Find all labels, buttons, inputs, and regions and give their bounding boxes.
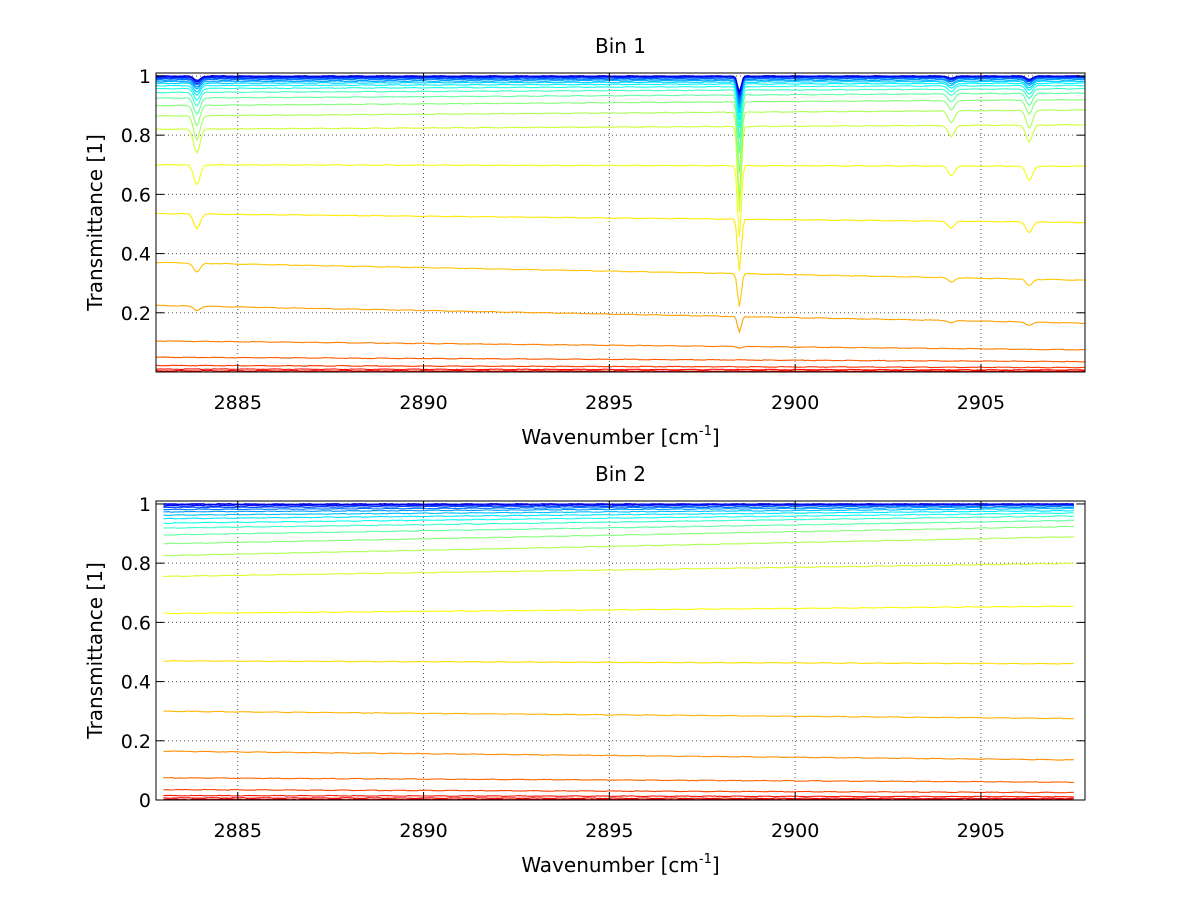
series-line: [156, 92, 1085, 154]
subplot-bin-1: Bin 1 2885 2890 2895 2900 2905 0.2 0.4 0.6 0.8 1…: [83, 34, 1086, 449]
series-line: [163, 605, 1074, 615]
x-tick-label: 2900: [771, 820, 819, 842]
x-tick-labels: 2885 2890 2895 2900 2905: [214, 392, 1006, 414]
axes-box: [155, 72, 1086, 373]
series-line: [163, 519, 1074, 536]
series-line: [156, 261, 1085, 307]
series-line: [163, 797, 1074, 800]
series-line: [156, 87, 1085, 139]
tick-marks: [156, 501, 1085, 801]
series-line: [163, 503, 1074, 505]
y-tick-labels: 0 0.2 0.4 0.6 0.8 1: [121, 494, 151, 812]
chart-title: Bin 2: [595, 462, 646, 486]
y-axis-label: Transmittance [1]: [83, 134, 107, 312]
y-axis-label: Transmittance [1]: [83, 562, 107, 740]
series-line: [163, 750, 1074, 761]
y-tick-labels: 0.2 0.4 0.6 0.8 1: [121, 66, 151, 325]
series-line: [163, 506, 1074, 513]
series-line: [156, 80, 1085, 113]
y-tick-label: 0: [139, 790, 151, 812]
series-line: [156, 123, 1085, 212]
series-line: [156, 82, 1085, 121]
series-line: [156, 368, 1085, 371]
x-axis-label: Wavenumber [cm-1]: [521, 852, 719, 877]
series-line: [163, 788, 1074, 794]
y-tick-label: 0.6: [121, 184, 151, 206]
x-tick-label: 2890: [399, 820, 447, 842]
series-line: [156, 109, 1085, 200]
y-tick-label: 0.4: [121, 672, 151, 694]
x-tick-label: 2905: [957, 820, 1005, 842]
series-line: [163, 512, 1074, 524]
y-tick-label: 0.2: [121, 731, 151, 753]
x-tick-label: 2905: [957, 392, 1005, 414]
x-tick-labels: 2885 2890 2895 2900 2905: [214, 820, 1006, 842]
series-line: [156, 75, 1085, 94]
series-line: [156, 340, 1085, 351]
series-line: [156, 98, 1085, 174]
series-line: [163, 504, 1074, 511]
series-line: [163, 507, 1074, 517]
x-tick-label: 2890: [399, 392, 447, 414]
series-line: [156, 356, 1085, 363]
series-line: [156, 163, 1085, 238]
x-axis-label: Wavenumber [cm-1]: [521, 424, 719, 449]
series-line: [163, 515, 1074, 529]
series-line: [156, 84, 1085, 128]
y-tick-label: 1: [139, 66, 151, 88]
x-tick-label: 2900: [771, 392, 819, 414]
subplot-bin-2: Bin 2 2885 2890 2895 2900 2905 0 0.2 0.4 0.6 0.8…: [83, 462, 1086, 877]
chart-title: Bin 1: [595, 34, 646, 58]
series-line: [156, 369, 1085, 372]
series-line: [163, 794, 1074, 798]
series-line: [163, 777, 1074, 784]
x-tick-label: 2885: [214, 392, 262, 414]
series-line: [163, 562, 1074, 578]
series-line: [156, 364, 1085, 369]
y-tick-label: 0.6: [121, 612, 151, 634]
series-line: [163, 660, 1074, 665]
y-tick-label: 0.8: [121, 125, 151, 147]
series-line: [156, 78, 1085, 109]
series-line: [163, 536, 1074, 557]
y-tick-label: 0.8: [121, 553, 151, 575]
x-tick-label: 2895: [585, 820, 633, 842]
tick-marks: [156, 73, 1085, 372]
y-tick-label: 0.4: [121, 244, 151, 266]
series-line: [156, 212, 1085, 271]
series-group: [163, 503, 1074, 800]
series-line: [163, 509, 1074, 520]
series-line: [163, 710, 1074, 720]
y-tick-label: 1: [139, 494, 151, 516]
x-tick-label: 2895: [585, 392, 633, 414]
series-group: [156, 75, 1085, 372]
x-tick-label: 2885: [214, 820, 262, 842]
series-line: [163, 525, 1074, 545]
y-tick-label: 0.2: [121, 303, 151, 325]
series-line: [156, 76, 1085, 101]
series-line: [156, 304, 1085, 334]
axes-box: [155, 500, 1086, 801]
